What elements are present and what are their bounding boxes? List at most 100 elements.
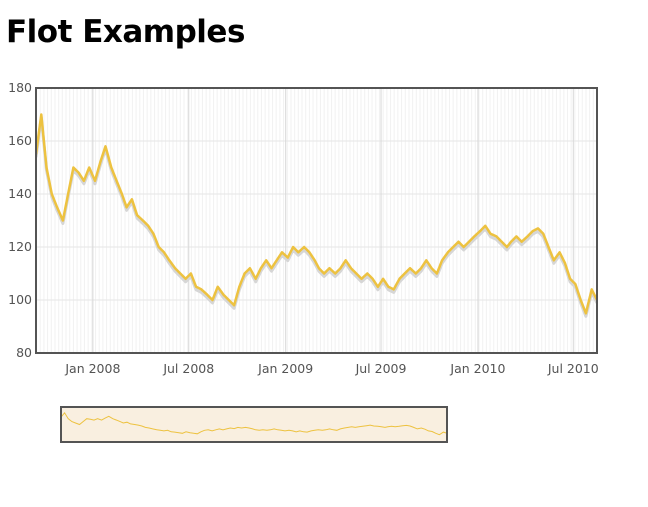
weekend-band (349, 88, 351, 353)
weekend-band (563, 88, 565, 353)
weekend-band (544, 88, 546, 353)
weekend-band (69, 88, 71, 353)
y-tick-label: 180 (8, 80, 32, 95)
weekend-band (474, 88, 476, 353)
weekend-band (581, 88, 583, 353)
weekend-band (548, 88, 550, 353)
weekend-band (334, 88, 336, 353)
weekend-band (319, 88, 321, 353)
weekend-band (463, 88, 465, 353)
weekend-band (150, 88, 152, 353)
weekend-band (345, 88, 347, 353)
weekend-band (467, 88, 469, 353)
series-layer (36, 113, 597, 318)
weekend-band (131, 88, 133, 353)
weekend-band (242, 88, 244, 353)
weekend-band (441, 88, 443, 353)
x-tick-label: Jan 2009 (257, 361, 313, 376)
x-tick-label: Jul 2010 (547, 361, 599, 376)
weekend-band (257, 88, 259, 353)
weekend-band (91, 88, 93, 353)
weekend-band (294, 88, 296, 353)
weekend-band (327, 88, 329, 353)
weekend-band (378, 88, 380, 353)
weekend-band (360, 88, 362, 353)
weekend-band (286, 88, 288, 353)
weekend-band (80, 88, 82, 353)
weekend-band (39, 88, 41, 353)
weekend-band (375, 88, 377, 353)
weekend-band (238, 88, 240, 353)
y-tick-label: 160 (8, 133, 32, 148)
weekend-band (371, 88, 373, 353)
weekend-band (386, 88, 388, 353)
overview-chart[interactable] (60, 406, 448, 443)
weekend-band (312, 88, 314, 353)
weekend-band (212, 88, 215, 353)
weekend-band (305, 88, 307, 353)
weekend-band (496, 88, 498, 353)
weekend-band (43, 88, 45, 353)
weekend-band (519, 88, 521, 353)
weekend-band (500, 88, 502, 353)
weekend-band (460, 88, 462, 353)
weekend-band (489, 88, 491, 353)
weekend-band (330, 88, 333, 353)
weekend-band (404, 88, 406, 353)
weekend-band (172, 88, 174, 353)
weekend-band (50, 88, 52, 353)
weekend-band (574, 88, 576, 353)
weekend-band (109, 88, 111, 353)
weekend-bands (36, 88, 597, 353)
y-tick-label: 140 (8, 186, 32, 201)
weekend-band (54, 88, 56, 353)
weekend-band (353, 88, 355, 353)
weekend-band (153, 88, 156, 353)
series-line (36, 113, 597, 315)
weekend-band (522, 88, 524, 353)
weekend-band (260, 88, 262, 353)
weekend-band (471, 88, 473, 353)
weekend-band (224, 88, 226, 353)
weekend-band (533, 88, 535, 353)
weekend-band (478, 88, 480, 353)
weekend-band (113, 88, 115, 353)
weekend-band (98, 88, 100, 353)
weekend-band (578, 88, 580, 353)
weekend-band (566, 88, 569, 353)
weekend-band (338, 88, 340, 353)
weekend-band (423, 88, 425, 353)
weekend-band (209, 88, 211, 353)
weekend-band (268, 88, 270, 353)
x-tick-label: Jul 2008 (162, 361, 214, 376)
weekend-band (426, 88, 428, 353)
weekend-band (412, 88, 414, 353)
weekend-band (279, 88, 281, 353)
weekend-band (585, 88, 587, 353)
weekend-band (183, 88, 185, 353)
weekend-band (308, 88, 310, 353)
weekend-band (102, 88, 104, 353)
weekend-band (117, 88, 119, 353)
x-tick-label: Jan 2010 (449, 361, 505, 376)
overview-background (61, 407, 447, 442)
weekend-band (316, 88, 318, 353)
weekend-band (106, 88, 108, 353)
weekend-band (47, 88, 49, 353)
weekend-band (592, 88, 594, 353)
weekend-band (589, 88, 591, 353)
weekend-band (485, 88, 487, 353)
series-shadow (36, 116, 597, 318)
weekend-band (231, 88, 233, 353)
weekend-band (264, 88, 266, 353)
x-axis: Jan 2008 Jul 2008 Jan 2009 Jul 2009 Jan 2010… (64, 361, 598, 376)
weekend-band (216, 88, 218, 353)
weekend-band (389, 88, 392, 353)
weekend-band (342, 88, 344, 353)
weekend-band (415, 88, 417, 353)
weekend-band (87, 88, 89, 353)
weekend-band (275, 88, 277, 353)
y-tick-label: 100 (8, 292, 32, 307)
weekend-band (176, 88, 178, 353)
